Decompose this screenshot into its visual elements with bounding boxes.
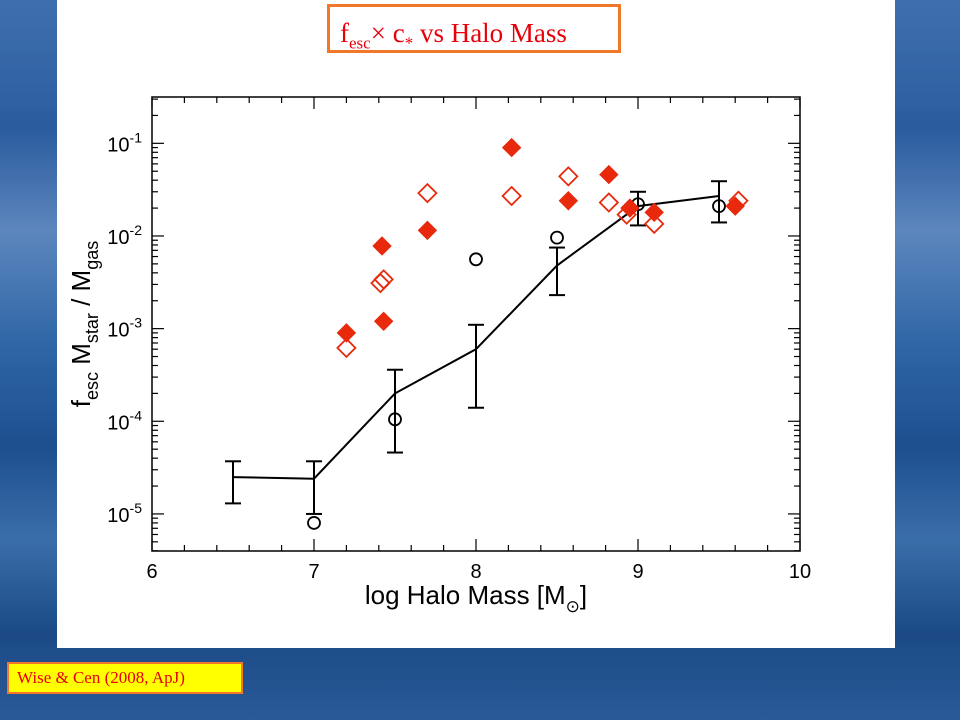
- open-diamond-point: [643, 213, 665, 235]
- x-tick-label: 10: [789, 561, 811, 583]
- y-tick-label: 10-4: [107, 407, 142, 434]
- series-layer: [225, 137, 749, 530]
- x-tick-label: 6: [146, 561, 157, 583]
- axes-layer: 6 7 8 9 10 10-5 10-4 10-3 10-2 10-1: [107, 97, 811, 583]
- circle-point: [307, 516, 321, 530]
- y-tick-label: 10-5: [107, 500, 142, 527]
- x-tick-label: 7: [308, 561, 319, 583]
- open-diamond-point: [370, 272, 391, 294]
- y-tick-label: 10-3: [107, 315, 142, 342]
- title-box: [327, 4, 621, 53]
- circle-point: [469, 252, 483, 267]
- filled-diamond-point: [372, 236, 392, 256]
- filled-diamond-point: [336, 323, 357, 343]
- filled-diamond-point: [501, 137, 522, 158]
- filled-diamond-point: [558, 191, 579, 211]
- open-diamond-point: [373, 269, 394, 290]
- filled-diamond-point: [417, 220, 438, 241]
- open-diamond-point: [598, 192, 620, 213]
- open-diamond-point: [336, 337, 357, 359]
- citation-box: Wise & Cen (2008, ApJ): [7, 662, 243, 694]
- circle-point: [550, 230, 564, 245]
- circle-point: [388, 412, 402, 427]
- y-axis-label: fesc Mstar / Mgas: [66, 241, 102, 408]
- open-diamond-point: [501, 185, 522, 207]
- open-diamond-point: [728, 190, 749, 212]
- filled-diamond-point: [599, 164, 619, 185]
- y-tick-label: 10-2: [107, 222, 142, 249]
- x-tick-label: 9: [632, 561, 643, 583]
- circle-point: [712, 199, 726, 214]
- x-axis-label: log Halo Mass [M⊙]: [365, 580, 587, 616]
- open-diamond-point: [417, 182, 438, 204]
- x-tick-label: 8: [470, 561, 481, 583]
- y-tick-label: 10-1: [107, 129, 142, 156]
- open-diamond-point: [558, 166, 579, 187]
- open-diamond-point: [616, 204, 637, 225]
- filled-diamond-point: [644, 202, 664, 223]
- slide-title: fesc× c* vs Halo Mass: [340, 18, 567, 53]
- filled-diamond-point: [373, 311, 394, 332]
